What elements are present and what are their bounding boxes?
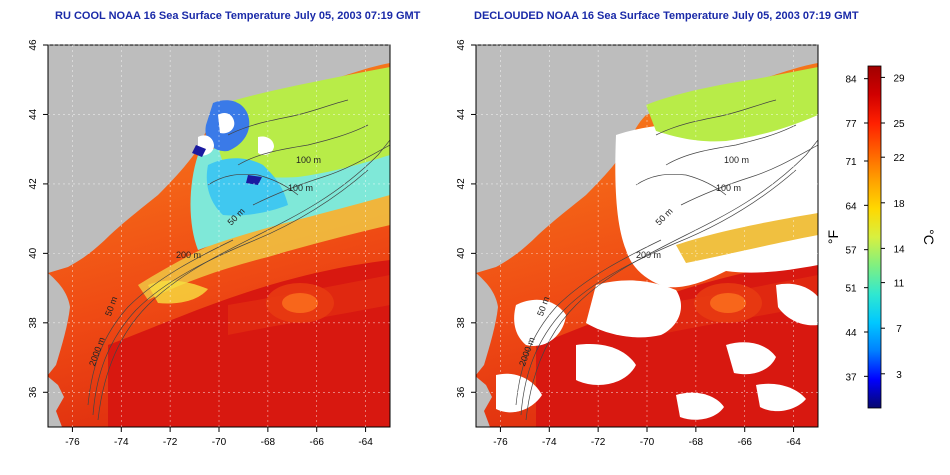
right-map-lon-tick-label: -72 — [591, 437, 606, 448]
left-map-lon-tick-label: -66 — [309, 437, 324, 448]
celsius-tick-label: 7 — [896, 324, 902, 335]
left-map-lon-tick-label: -64 — [358, 437, 373, 448]
celsius-tick-label: 25 — [893, 119, 905, 130]
right-map-lon-tick-label: -64 — [786, 437, 801, 448]
fahrenheit-tick-label: 44 — [845, 328, 857, 339]
celsius-tick-label: 22 — [893, 153, 905, 164]
svg-text:100 m: 100 m — [724, 155, 749, 165]
fahrenheit-tick-label: 57 — [845, 246, 857, 257]
right-map-panel: 100 m 100 m 50 m 200 m 50 m 2000 m 46444… — [456, 39, 819, 448]
left-map-lat-tick-label: 40 — [28, 247, 39, 259]
left-map-lat-tick-label: 38 — [28, 317, 39, 329]
left-map-lon-tick-label: -68 — [261, 437, 276, 448]
left-map-lat-tick-label: 46 — [28, 39, 39, 51]
svg-text:200 m: 200 m — [176, 250, 201, 260]
left-map-lat-tick-label: 44 — [28, 108, 39, 120]
celsius-tick-label: 14 — [893, 244, 905, 255]
fahrenheit-tick-label: 64 — [845, 201, 857, 212]
svg-text:100 m: 100 m — [288, 183, 313, 193]
right-map-lat-tick-label: 44 — [456, 108, 467, 120]
fahrenheit-tick-label: 71 — [845, 157, 857, 168]
colorbar-gradient — [867, 65, 882, 409]
fahrenheit-tick-label: 84 — [845, 75, 857, 86]
left-map-lat-tick-label: 36 — [28, 386, 39, 398]
svg-text:200 m: 200 m — [636, 250, 661, 260]
right-map-lat-tick-label: 40 — [456, 247, 467, 259]
right-map-lat-tick-label: 38 — [456, 317, 467, 329]
right-map-lon-tick-label: -70 — [640, 437, 655, 448]
celsius-tick-label: 11 — [894, 279, 905, 290]
left-map-lon-tick-label: -76 — [65, 437, 80, 448]
right-map-lat-tick-label: 42 — [456, 178, 467, 190]
celsius-tick-label: 3 — [896, 370, 902, 381]
left-map-title: RU COOL NOAA 16 Sea Surface Temperature … — [55, 10, 421, 22]
fahrenheit-axis-label: °F — [825, 230, 841, 244]
right-map-lat-tick-label: 36 — [456, 386, 467, 398]
left-map-lon-tick-label: -74 — [114, 437, 129, 448]
right-map-lon-tick-label: -74 — [542, 437, 557, 448]
right-map-lon-tick-label: -76 — [493, 437, 508, 448]
celsius-axis-label: °C — [921, 229, 937, 245]
celsius-tick-label: 18 — [893, 199, 905, 210]
right-map-lon-tick-label: -68 — [689, 437, 704, 448]
right-map-lon-tick-label: -66 — [737, 437, 752, 448]
left-map-lat-tick-label: 42 — [28, 178, 39, 190]
left-map-lon-tick-label: -72 — [163, 437, 178, 448]
right-map-title: DECLOUDED NOAA 16 Sea Surface Temperatur… — [474, 10, 859, 22]
right-map-lat-tick-label: 46 — [456, 39, 467, 51]
svg-text:100 m: 100 m — [716, 183, 741, 193]
left-map-lon-tick-label: -70 — [212, 437, 227, 448]
fahrenheit-tick-label: 37 — [845, 372, 857, 383]
svg-text:100 m: 100 m — [296, 155, 321, 165]
celsius-tick-label: 29 — [893, 73, 905, 84]
fahrenheit-tick-label: 77 — [845, 119, 857, 130]
fahrenheit-tick-label: 51 — [845, 284, 857, 295]
temperature-colorbar: 29 25 22 18 14 11 7 3 84 77 71 64 57 51 44 37 °F °C — [825, 65, 937, 409]
left-map-panel: 100 m 100 m 50 m 200 m 50 m 2000 m 46444… — [28, 39, 391, 448]
